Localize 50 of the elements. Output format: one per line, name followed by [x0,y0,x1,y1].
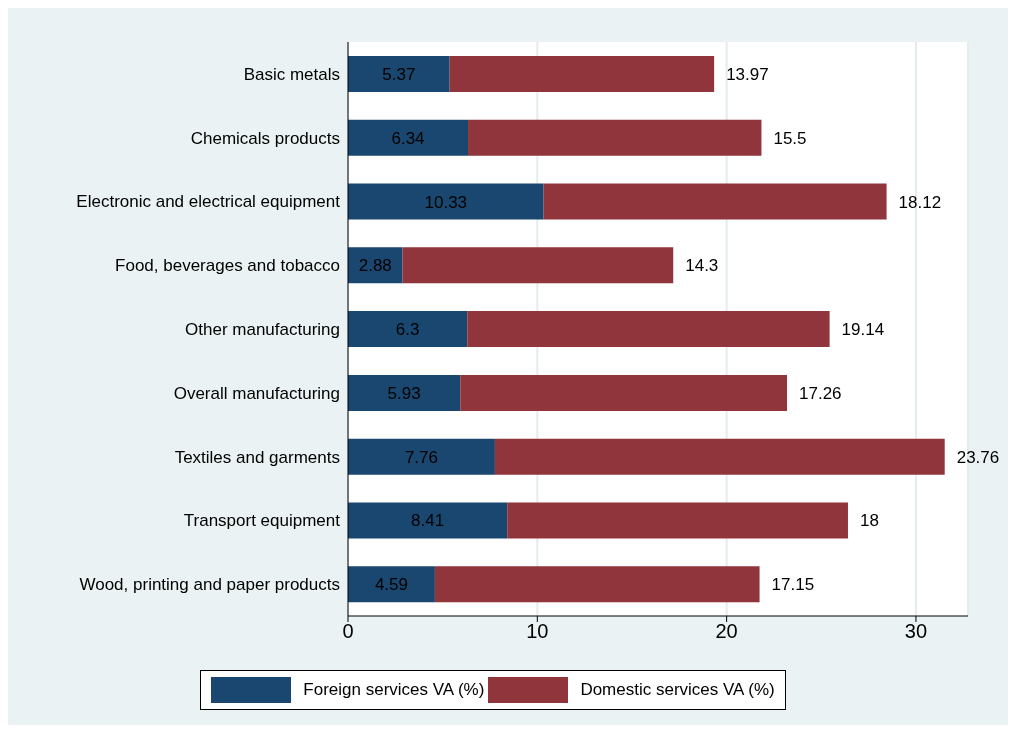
data-label: 19.14 [841,320,885,340]
y-tick-label: Food, beverages and tobacco [115,256,340,276]
bar [348,438,495,475]
data-label: 5.37 [382,65,416,85]
bar [460,374,788,411]
data-label: 10.33 [424,192,468,212]
data-label: 17.15 [771,575,815,595]
y-tick-label: Overall manufacturing [173,383,340,403]
data-label: 13.97 [726,65,769,85]
bar [348,311,468,348]
bar [348,119,469,156]
y-tick-label: Textiles and garments [174,447,340,467]
bar [348,374,461,411]
data-label: 5.93 [387,383,421,403]
data-label: 18.12 [898,192,942,212]
data-label: 17.26 [799,383,842,403]
bar [467,311,830,348]
data-label: 4.59 [374,575,408,595]
bar [348,566,435,603]
bar [507,502,848,539]
bar [348,502,508,539]
y-tick-label: Electronic and electrical equipment [76,192,341,212]
x-tick-label: 10 [526,620,549,643]
x-tick-label: 30 [904,620,928,643]
bar [402,247,674,284]
data-label: 23.76 [956,447,1000,467]
y-tick-label: Transport equipment [183,511,341,531]
data-label: 8.41 [411,511,445,531]
bar [494,438,945,475]
data-label: 6.3 [395,320,420,340]
x-tick-label: 0 [342,620,354,643]
y-tick-label: Other manufacturing [185,320,340,340]
y-tick-label: Chemicals products [190,128,340,148]
data-label: 18 [859,511,879,531]
bar [348,56,450,92]
bar [449,56,715,92]
bar [543,183,887,220]
legend-label: Foreign services VA (%) [303,680,485,700]
data-label: 6.34 [391,128,425,148]
bar [468,119,762,156]
data-label: 14.3 [685,256,719,276]
legend-label: Domestic services VA (%) [580,680,775,700]
bar [434,566,760,603]
y-tick-label: Basic metals [243,64,340,84]
x-tick-label: 20 [715,620,738,643]
bar [348,183,544,220]
y-tick-label: Wood, printing and paper products [79,575,340,595]
data-label: 15.5 [773,128,807,148]
data-label: 7.76 [404,447,438,467]
data-label: 2.88 [358,256,392,276]
